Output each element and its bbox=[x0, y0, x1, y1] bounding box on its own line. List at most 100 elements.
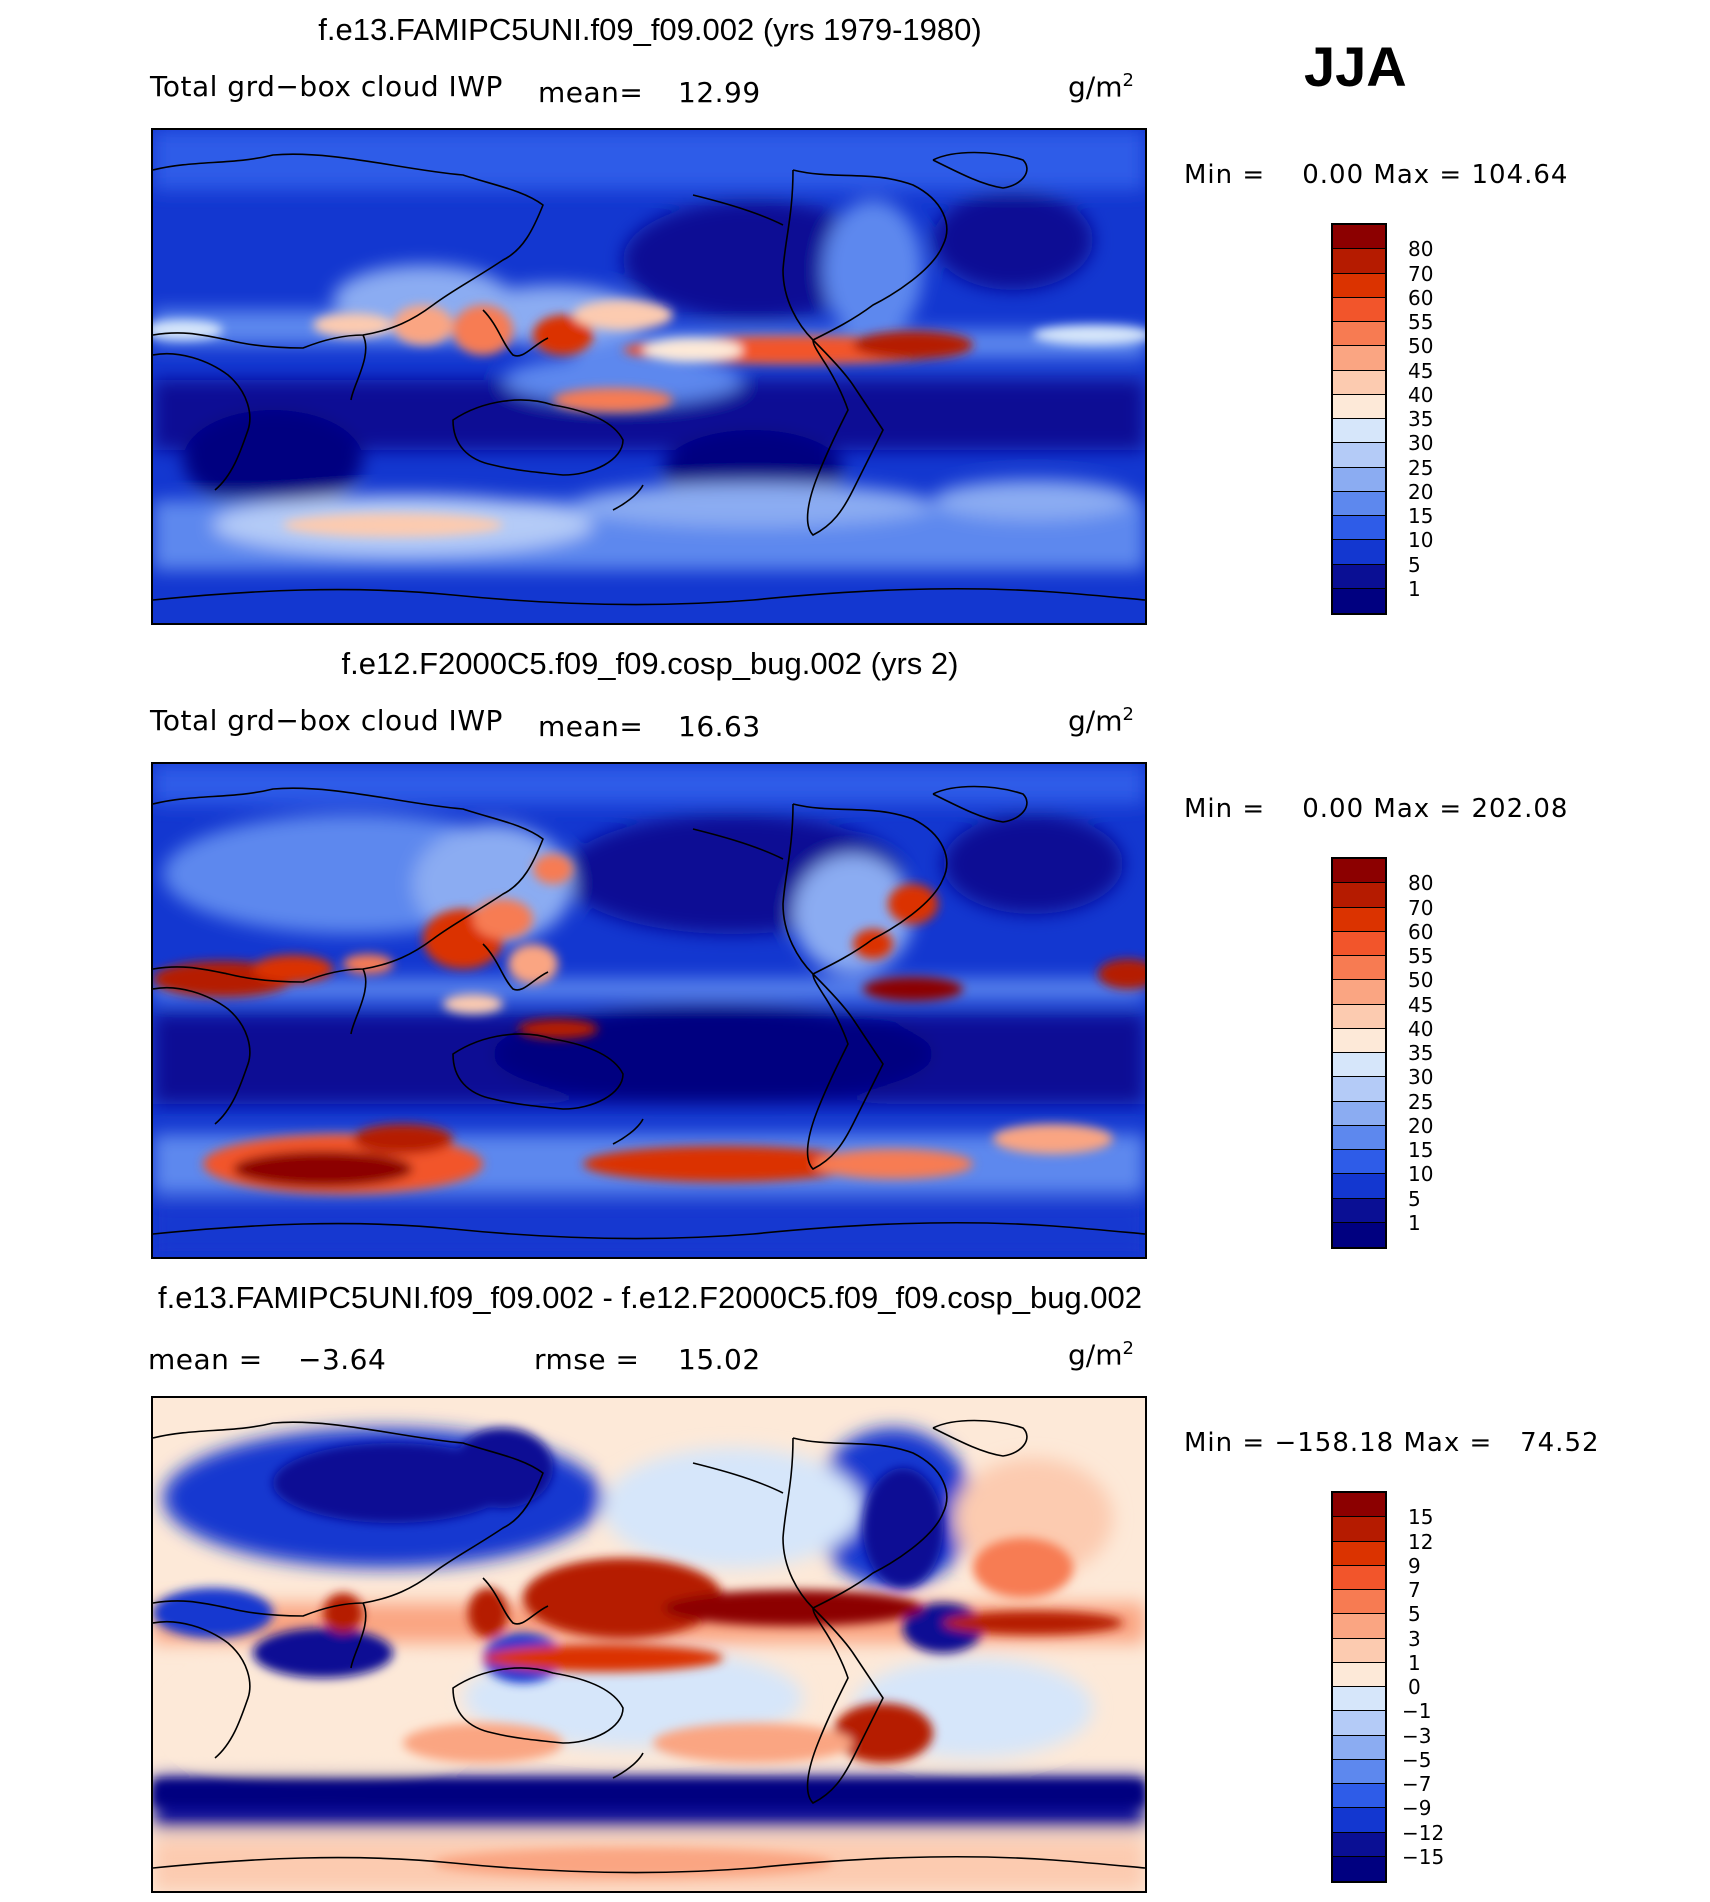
colorbar-label: 20 bbox=[1408, 1113, 1434, 1138]
colorbar-segment bbox=[1333, 225, 1385, 250]
colorbar-segment bbox=[1333, 467, 1385, 492]
panel2-mean-value: 16.63 bbox=[678, 710, 761, 743]
colorbar-label: 25 bbox=[1408, 455, 1434, 480]
season-label: JJA bbox=[1304, 35, 1407, 98]
colorbar-label: −12 bbox=[1402, 1820, 1445, 1845]
colorbar-label: 1 bbox=[1408, 576, 1421, 601]
colorbar-label: 80 bbox=[1408, 237, 1434, 262]
panel3-title: f.e13.FAMIPC5UNI.f09_f09.002 - f.e12.F20… bbox=[157, 1280, 1143, 1315]
colorbar-segment bbox=[1333, 883, 1385, 908]
colorbar-segment bbox=[1333, 1638, 1385, 1663]
colorbar-segment bbox=[1333, 1541, 1385, 1566]
colorbar-segment bbox=[1333, 1784, 1385, 1809]
colorbar-label: 15 bbox=[1408, 504, 1434, 528]
colorbar-segment bbox=[1333, 1735, 1385, 1760]
colorbar-label: 45 bbox=[1408, 992, 1434, 1017]
colorbar-segment bbox=[1333, 564, 1385, 589]
colorbar-segment bbox=[1333, 419, 1385, 444]
panel3-rmse-label: rmse = bbox=[534, 1343, 640, 1376]
colorbar-segment bbox=[1333, 1565, 1385, 1590]
colorbar-label: 0 bbox=[1408, 1675, 1421, 1699]
colorbar-segment bbox=[1333, 1198, 1385, 1223]
colorbar-label: −9 bbox=[1402, 1796, 1432, 1821]
colorbar-label: 5 bbox=[1408, 1602, 1421, 1627]
colorbar-segment bbox=[1333, 1662, 1385, 1687]
panel3-mean-label: mean = bbox=[148, 1343, 263, 1376]
panel1-map-svg bbox=[153, 130, 1145, 623]
colorbar-label: 5 bbox=[1408, 552, 1421, 577]
colorbar-segment bbox=[1333, 249, 1385, 274]
colorbar-label: 1 bbox=[1408, 1650, 1421, 1675]
panel3-rmse-value: 15.02 bbox=[678, 1343, 761, 1376]
colorbar-label: 10 bbox=[1408, 528, 1434, 553]
colorbar-label: 60 bbox=[1408, 285, 1434, 310]
colorbar-segment bbox=[1333, 1101, 1385, 1126]
colorbar-label: 7 bbox=[1408, 1578, 1421, 1602]
panel1-variable: Total grd−box cloud IWP bbox=[150, 70, 503, 103]
colorbar-segment bbox=[1333, 322, 1385, 347]
colorbar-segment bbox=[1333, 907, 1385, 932]
colorbar-label: 30 bbox=[1408, 1065, 1434, 1090]
panel1-colorbar bbox=[1331, 223, 1387, 615]
panel1-title: f.e13.FAMIPC5UNI.f09_f09.002 (yrs 1979-1… bbox=[318, 12, 982, 47]
colorbar-segment bbox=[1333, 1174, 1385, 1199]
panel2-title: f.e12.F2000C5.f09_f09.cosp_bug.002 (yrs … bbox=[341, 646, 959, 681]
colorbar-segment bbox=[1333, 491, 1385, 516]
colorbar-segment bbox=[1333, 1077, 1385, 1102]
colorbar-label: 15 bbox=[1408, 1505, 1434, 1530]
panel3-mean-value: −3.64 bbox=[298, 1343, 387, 1376]
colorbar-segment bbox=[1333, 1053, 1385, 1078]
colorbar-label: −7 bbox=[1402, 1772, 1432, 1796]
colorbar-label: 55 bbox=[1408, 310, 1434, 334]
colorbar-label: 60 bbox=[1408, 919, 1434, 944]
panel3-units: g/m2 bbox=[1068, 1338, 1134, 1372]
colorbar-label: 40 bbox=[1408, 382, 1434, 407]
colorbar-label: 3 bbox=[1408, 1626, 1421, 1651]
colorbar-label: 25 bbox=[1408, 1089, 1434, 1114]
colorbar-segment bbox=[1333, 1028, 1385, 1053]
colorbar-label: 20 bbox=[1408, 479, 1434, 504]
colorbar-segment bbox=[1333, 540, 1385, 565]
panel2-variable: Total grd−box cloud IWP bbox=[150, 704, 503, 737]
colorbar-label: 35 bbox=[1408, 407, 1434, 431]
colorbar-label: 45 bbox=[1408, 358, 1434, 383]
colorbar-label: 40 bbox=[1408, 1016, 1434, 1041]
panel3-colorbar bbox=[1331, 1491, 1387, 1883]
panel3-minmax: Min = −158.18 Max = 74.52 bbox=[1184, 1428, 1600, 1458]
colorbar-segment bbox=[1333, 1759, 1385, 1784]
colorbar-label: 70 bbox=[1408, 261, 1434, 286]
colorbar-segment bbox=[1333, 931, 1385, 956]
colorbar-label: 35 bbox=[1408, 1041, 1434, 1065]
panel1-mean-value: 12.99 bbox=[678, 76, 761, 109]
colorbar-segment bbox=[1333, 980, 1385, 1005]
colorbar-segment bbox=[1333, 1125, 1385, 1150]
colorbar-segment bbox=[1333, 1808, 1385, 1833]
colorbar-label: −3 bbox=[1402, 1723, 1432, 1748]
colorbar-label: −15 bbox=[1402, 1844, 1445, 1869]
colorbar-segment bbox=[1333, 1832, 1385, 1857]
panel3-map-svg bbox=[153, 1398, 1145, 1891]
colorbar-label: 30 bbox=[1408, 431, 1434, 456]
colorbar-segment bbox=[1333, 1150, 1385, 1175]
colorbar-label: 1 bbox=[1408, 1210, 1421, 1235]
colorbar-label: 50 bbox=[1408, 968, 1434, 993]
colorbar-segment bbox=[1333, 1590, 1385, 1615]
colorbar-segment bbox=[1333, 1687, 1385, 1712]
colorbar-segment bbox=[1333, 588, 1385, 613]
colorbar-label: 70 bbox=[1408, 895, 1434, 920]
colorbar-segment bbox=[1333, 859, 1385, 884]
colorbar-segment bbox=[1333, 1004, 1385, 1029]
colorbar-label: 10 bbox=[1408, 1162, 1434, 1187]
colorbar-label: 50 bbox=[1408, 334, 1434, 359]
colorbar-segment bbox=[1333, 273, 1385, 298]
colorbar-segment bbox=[1333, 1856, 1385, 1881]
colorbar-segment bbox=[1333, 956, 1385, 981]
colorbar-segment bbox=[1333, 346, 1385, 371]
panel1-units: g/m2 bbox=[1068, 70, 1134, 104]
colorbar-segment bbox=[1333, 394, 1385, 419]
panel2-map bbox=[151, 762, 1147, 1259]
colorbar-segment bbox=[1333, 1614, 1385, 1639]
colorbar-label: 15 bbox=[1408, 1138, 1434, 1162]
panel2-mean-label: mean= bbox=[538, 710, 644, 743]
colorbar-segment bbox=[1333, 370, 1385, 395]
